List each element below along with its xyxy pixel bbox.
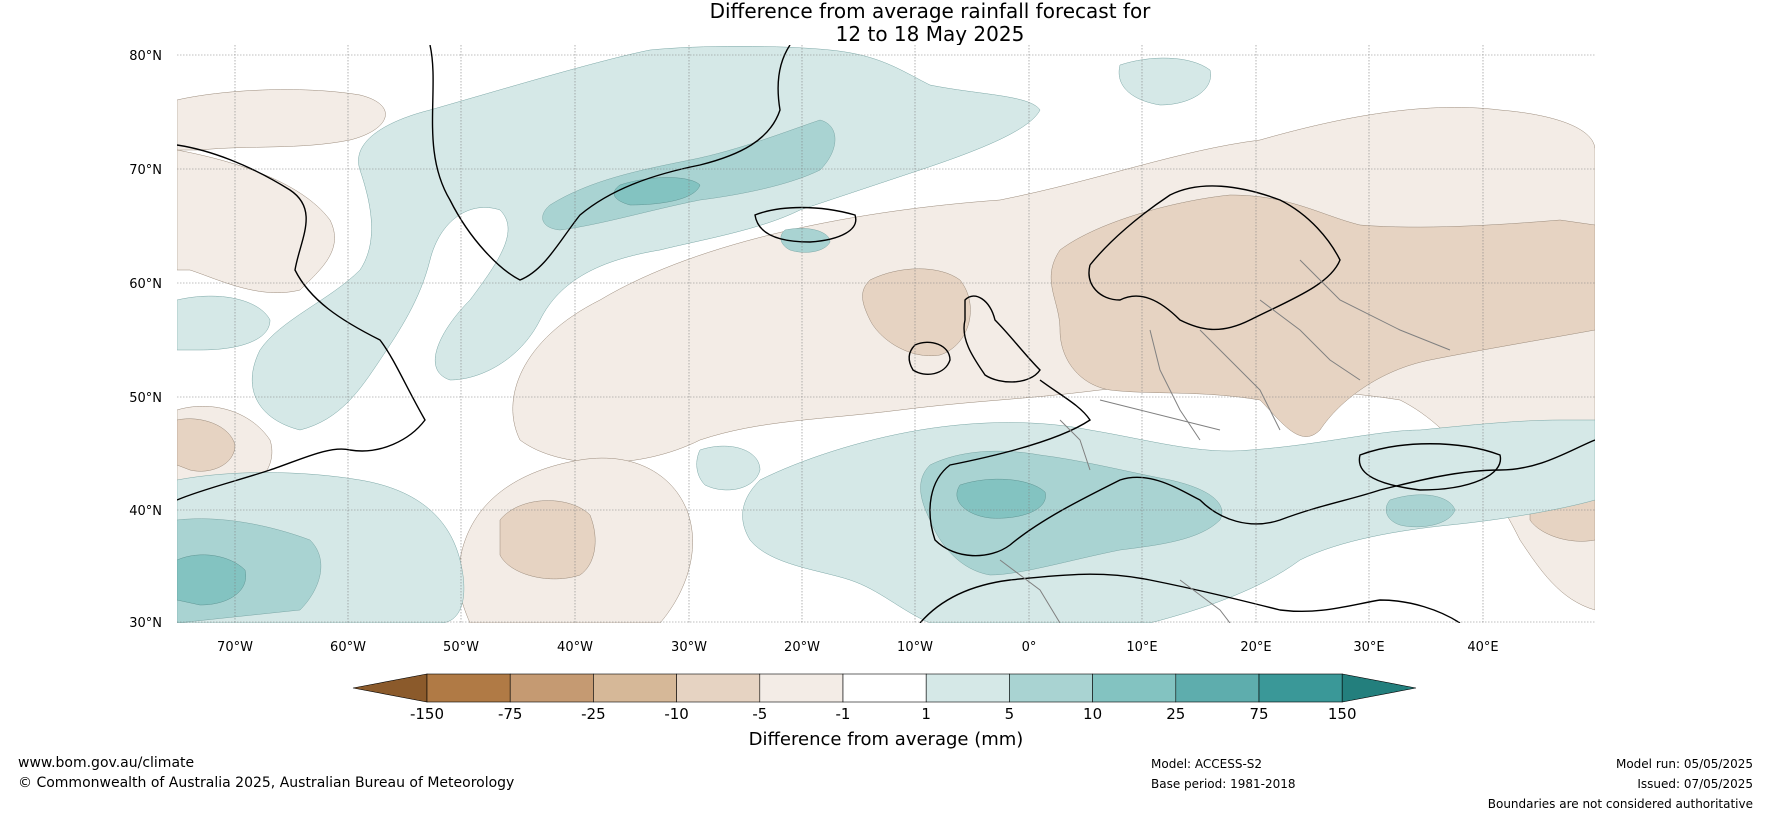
lon-label-20e: 20°E xyxy=(1240,640,1271,655)
lat-label-50n: 50°N xyxy=(129,391,162,406)
model-run-text: Model run: 05/05/2025 xyxy=(1615,757,1753,771)
europe-coast xyxy=(929,379,1595,557)
gridlines xyxy=(177,45,1595,623)
colorbar-tick-label: -150 xyxy=(410,705,444,723)
colorbar-extend-high xyxy=(1341,673,1417,703)
lat-label-60n: 60°N xyxy=(129,277,162,292)
dry-anomaly-mid xyxy=(177,194,1595,580)
colorbar-tick-labels: -150 -75 -25 -10 -5 -1 1 5 10 25 75 150 xyxy=(410,705,1357,723)
lat-label-80n: 80°N xyxy=(129,49,162,64)
lon-label-10e: 10°E xyxy=(1126,640,1157,655)
lat-label-30n: 30°N xyxy=(129,616,162,631)
colorbar-tick-label: -10 xyxy=(664,705,689,723)
copyright-text: © Commonwealth of Australia 2025, Austra… xyxy=(18,775,515,791)
colorbar-segment-7 xyxy=(1009,673,1093,703)
lat-label-40n: 40°N xyxy=(129,504,162,519)
lon-label-40w: 40°W xyxy=(557,640,593,655)
lon-label-10w: 10°W xyxy=(897,640,933,655)
colorbar-segment-6 xyxy=(925,673,1010,703)
footer-model-info: Model: ACCESS-S2 Base period: 1981-2018 xyxy=(1151,754,1296,794)
colorbar xyxy=(352,673,1417,703)
lon-label-30w: 30°W xyxy=(671,640,707,655)
black-sea-coast xyxy=(1358,443,1502,491)
website-link[interactable]: www.bom.gov.au/climate xyxy=(18,755,195,771)
colorbar-segment-1 xyxy=(509,673,594,703)
colorbar-tick-label: 150 xyxy=(1328,705,1357,723)
colorbar-tick-label: 10 xyxy=(1083,705,1102,723)
greenland-coast xyxy=(429,45,791,281)
lon-label-70w: 70°W xyxy=(217,640,253,655)
colorbar-title: Difference from average (mm) xyxy=(749,729,1024,750)
footer-run-info: Model run: 05/05/2025 Issued: 07/05/2025… xyxy=(1488,754,1753,814)
scandinavia-coast xyxy=(1088,185,1341,331)
colorbar-segment-9 xyxy=(1175,673,1260,703)
british-isles-coast xyxy=(963,295,1041,383)
lat-label-70n: 70°N xyxy=(129,163,162,178)
colorbar-tick-label: -5 xyxy=(752,705,767,723)
latitude-labels: 80°N 70°N 60°N 50°N 40°N 30°N xyxy=(129,49,162,631)
map-title: Difference from average rainfall forecas… xyxy=(0,0,1770,46)
lon-label-60w: 60°W xyxy=(330,640,366,655)
colorbar-segment-2 xyxy=(593,673,677,703)
issued-text: Issued: 07/05/2025 xyxy=(1637,777,1753,791)
colorbar-extend-low xyxy=(352,673,428,703)
iceland-coast xyxy=(754,206,857,243)
colorbar-tick-label: -75 xyxy=(498,705,523,723)
title-line-2: 12 to 18 May 2025 xyxy=(835,22,1025,46)
colorbar-tick-label: -25 xyxy=(581,705,606,723)
title-line-1: Difference from average rainfall forecas… xyxy=(709,0,1151,23)
coastlines xyxy=(177,45,1595,623)
lon-label-50w: 50°W xyxy=(443,640,479,655)
colorbar-segment-0 xyxy=(426,673,511,703)
colorbar-tick-label: 25 xyxy=(1166,705,1185,723)
footer-left: www.bom.gov.au/climate © Commonwealth of… xyxy=(18,753,514,793)
base-period-text: Base period: 1981-2018 xyxy=(1151,777,1296,791)
map-panel xyxy=(177,45,1595,623)
canada-coast xyxy=(177,144,426,501)
colorbar-segment-8 xyxy=(1092,673,1177,703)
africa-coast xyxy=(919,573,1461,623)
wet-anomaly-strong xyxy=(177,177,1046,606)
lon-label-40e: 40°E xyxy=(1467,640,1498,655)
colorbar-segment-10 xyxy=(1258,673,1343,703)
colorbar-segment-5 xyxy=(842,673,927,703)
colorbar-tick-label: -1 xyxy=(836,705,851,723)
colorbar-tick-label: 75 xyxy=(1249,705,1268,723)
colorbar-tick-label: 5 xyxy=(1005,705,1015,723)
national-borders xyxy=(999,259,1451,623)
model-text: Model: ACCESS-S2 xyxy=(1151,757,1263,771)
longitude-labels: 70°W 60°W 50°W 40°W 30°W 20°W 10°W 0° 10… xyxy=(217,640,1499,655)
lon-label-30e: 30°E xyxy=(1353,640,1384,655)
colorbar-segment-4 xyxy=(759,673,844,703)
colorbar-tick-label: 1 xyxy=(921,705,931,723)
lon-label-0: 0° xyxy=(1022,640,1037,655)
lon-label-20w: 20°W xyxy=(784,640,820,655)
disclaimer-text: Boundaries are not considered authoritat… xyxy=(1487,797,1753,811)
ireland-coast xyxy=(908,341,951,376)
colorbar-segment-3 xyxy=(676,673,761,703)
